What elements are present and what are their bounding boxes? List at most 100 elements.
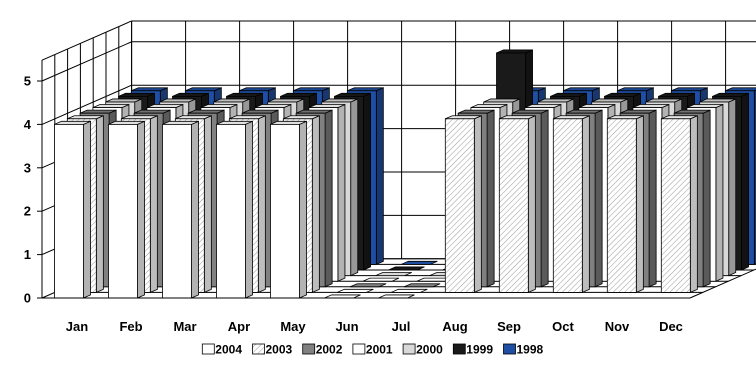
bar-top: [712, 92, 749, 97]
bar-side: [581, 115, 590, 294]
bar-top: [172, 92, 209, 97]
x-tick-label: May: [280, 319, 306, 334]
legend-item-2004: 2004: [201, 343, 242, 357]
bar-front: [606, 118, 637, 293]
bar-side: [350, 98, 359, 277]
bar-top: [619, 109, 657, 114]
bar-side: [375, 87, 384, 266]
bar-top: [445, 115, 482, 120]
bar-front: [552, 118, 583, 293]
x-tick-label: Feb: [119, 319, 142, 334]
bar-top: [457, 109, 495, 114]
bar-top: [632, 104, 670, 108]
bar-top: [283, 115, 320, 120]
bar-top: [537, 98, 574, 103]
floor-right-edge: [689, 268, 756, 299]
bar-side: [83, 120, 91, 299]
x-tick-label: Jul: [392, 319, 411, 334]
bar-top: [401, 260, 438, 265]
bar-2004-Apr: [216, 120, 253, 299]
bar-1998-Jun: [401, 260, 438, 265]
y-tick-label: 4: [24, 117, 32, 132]
legend-item-1999: 1999: [452, 343, 493, 357]
bar-top: [175, 115, 212, 120]
bar-top: [403, 283, 441, 288]
bar-front: [108, 124, 138, 299]
bar-top: [241, 109, 279, 114]
legend-swatch: [402, 343, 416, 355]
bar-top: [563, 87, 600, 92]
bar-top: [349, 283, 387, 288]
bar-top: [565, 109, 603, 114]
bar-top: [108, 120, 145, 125]
bar-top: [725, 87, 756, 92]
legend-item-2000: 2000: [402, 343, 443, 357]
x-tick-label: Jun: [335, 319, 358, 334]
legend-label: 2000: [416, 343, 443, 357]
bar-top: [239, 87, 276, 92]
bar-top: [254, 104, 292, 108]
bar-side: [299, 120, 307, 299]
bar-2000-Jun: [375, 272, 412, 277]
bar-top: [470, 104, 508, 108]
bar-side: [728, 98, 737, 277]
bar-top: [524, 104, 562, 108]
bar-top: [79, 109, 117, 114]
bar-side: [191, 120, 199, 299]
legend-label: 1999: [466, 343, 493, 357]
y-tick-label: 1: [24, 247, 31, 262]
legend-item-1998: 1998: [503, 343, 544, 357]
bar-top: [121, 115, 158, 120]
legend-item-2003: 2003: [252, 343, 293, 357]
bar-top: [673, 109, 711, 114]
bar-2001-Jun: [362, 277, 400, 282]
legend-swatch: [201, 343, 215, 355]
x-tick-label: Aug: [442, 319, 467, 334]
bar-top: [617, 87, 654, 92]
bar-front: [444, 118, 475, 293]
legend-label: 2002: [316, 343, 343, 357]
bar-side: [486, 109, 495, 288]
bar-side: [257, 115, 266, 294]
bar-1999-Jun: [388, 266, 425, 271]
bar-side: [311, 115, 320, 294]
bar-side: [715, 103, 724, 282]
bar-top: [187, 109, 225, 114]
bar-side: [741, 92, 749, 271]
bar-2004-May: [270, 120, 307, 299]
bar-side: [540, 109, 549, 288]
bar-side: [702, 109, 711, 288]
bar-top: [483, 98, 520, 103]
bar-side: [648, 109, 657, 288]
y-tick-label: 2: [24, 204, 31, 219]
bar-top: [131, 87, 168, 92]
bar-side: [95, 115, 104, 294]
bar-front: [498, 118, 529, 293]
x-tick-label: Oct: [552, 319, 574, 334]
legend-item-2002: 2002: [302, 343, 343, 357]
bar-top: [133, 109, 171, 114]
bar-top: [645, 98, 682, 103]
bar-side: [527, 115, 536, 294]
x-tick-label: Sep: [497, 319, 521, 334]
bar-top: [375, 272, 412, 277]
bar-side: [245, 120, 253, 299]
bar-top: [686, 104, 724, 108]
bar-top: [162, 120, 199, 125]
legend-label: 2003: [266, 343, 293, 357]
bar-2002-Jun: [349, 283, 387, 288]
bar-top: [92, 104, 130, 108]
bar-top: [550, 92, 587, 97]
bar-front: [216, 124, 246, 299]
bar-top: [308, 104, 346, 108]
side-wall-top-edge: [41, 20, 132, 61]
bar-side: [689, 115, 698, 294]
y-tick-label: 0: [24, 291, 31, 306]
bar-side: [635, 115, 644, 294]
bar-top: [511, 109, 549, 114]
bar-2002-Jul: [403, 283, 441, 288]
bar-front: [270, 124, 300, 299]
bar-side: [473, 115, 482, 294]
